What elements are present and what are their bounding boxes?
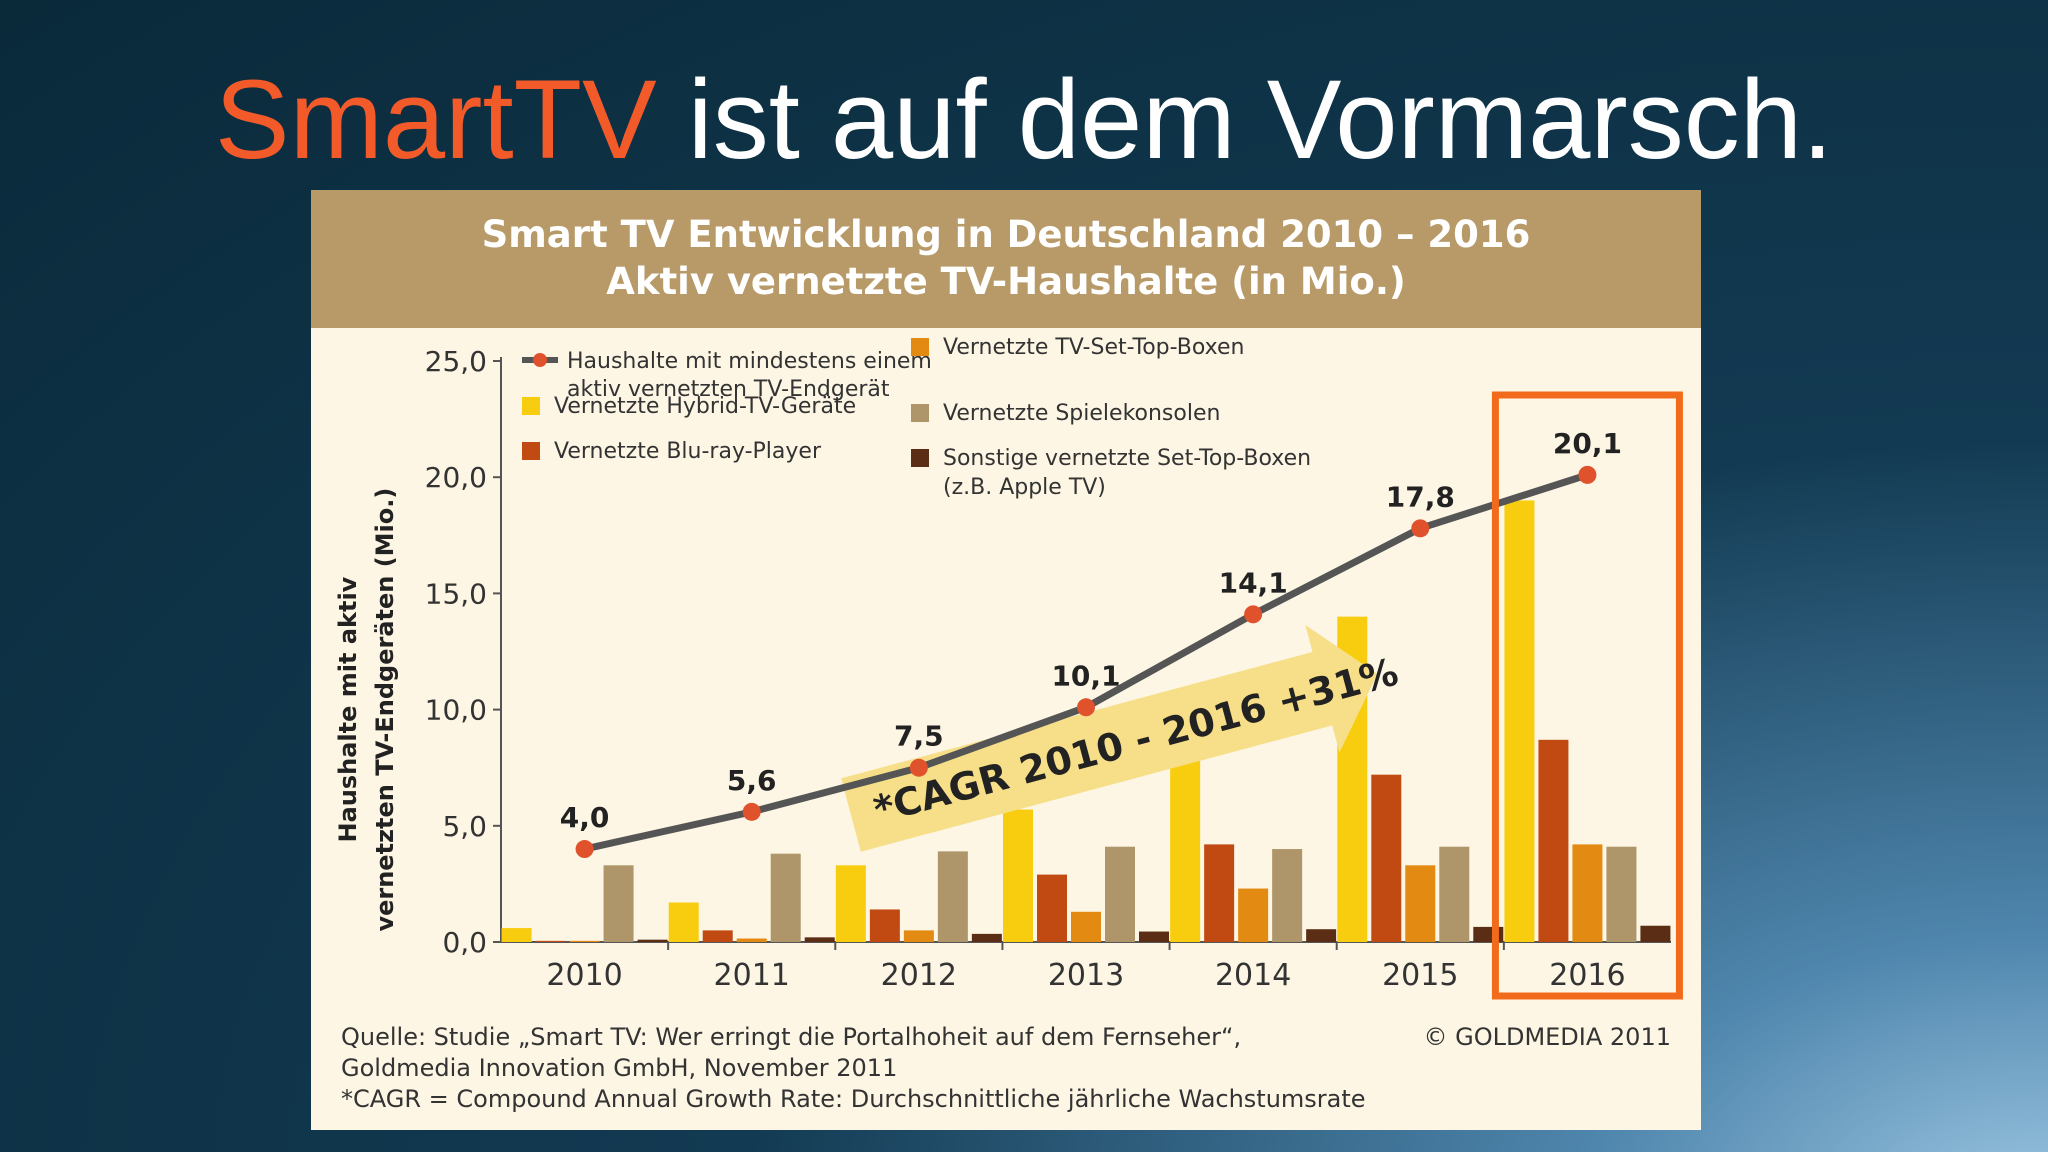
legend-swatch xyxy=(911,404,929,422)
bar xyxy=(1071,911,1101,942)
bar xyxy=(1139,931,1169,942)
bar xyxy=(1504,500,1535,942)
slide-title-accent: SmartTV xyxy=(214,57,657,182)
bar xyxy=(637,939,668,942)
bar xyxy=(1606,846,1637,942)
chart-title: Smart TV Entwicklung in Deutschland 2010… xyxy=(481,213,1531,256)
bar xyxy=(569,940,600,942)
y-tick-label: 5,0 xyxy=(442,810,487,843)
trend-value-label: 5,6 xyxy=(727,764,777,797)
x-tick-label: 2015 xyxy=(1382,958,1458,993)
bar xyxy=(1105,846,1135,942)
bar xyxy=(1204,844,1235,942)
legend-label: Sonstige vernetzte Set-Top-Boxen xyxy=(943,446,1311,471)
chart-plot: Haushalte mit aktiv vernetzten TV-Endgerä… xyxy=(334,335,1683,1000)
footer-source-line1: Quelle: Studie „Smart TV: Wer erringt di… xyxy=(341,1023,1242,1051)
bar xyxy=(535,940,566,942)
trend-point xyxy=(742,802,761,821)
bar xyxy=(1572,844,1603,942)
bar xyxy=(971,933,1002,942)
chart-card: Smart TV Entwicklung in Deutschland 2010… xyxy=(311,190,1701,1130)
highlight-box-2016 xyxy=(1491,391,1683,1000)
bar xyxy=(668,902,699,942)
chart-header: Smart TV Entwicklung in Deutschland 2010… xyxy=(311,190,1701,328)
x-tick-label: 2014 xyxy=(1215,958,1291,993)
cagr-arrow-shape xyxy=(841,624,1378,852)
bar xyxy=(1306,929,1337,942)
legend-swatch xyxy=(522,442,540,460)
legend-label: Vernetzte Blu-ray-Player xyxy=(554,439,822,464)
bar xyxy=(501,928,532,942)
footer-cagr-note: *CAGR = Compound Annual Growth Rate: Dur… xyxy=(341,1085,1366,1113)
chart-subtitle: Aktiv vernetzte TV-Haushalte (in Mio.) xyxy=(606,260,1406,303)
trend-point xyxy=(575,840,594,859)
bar xyxy=(1037,874,1067,942)
legend-label: Vernetzte Spielekonsolen xyxy=(943,401,1220,426)
legend-label: Haushalte mit mindestens einem xyxy=(567,349,932,374)
x-tick-label: 2012 xyxy=(881,958,957,993)
trend-point xyxy=(1244,605,1263,624)
trend-point xyxy=(1411,519,1430,538)
bar xyxy=(770,853,801,942)
legend-label: aktiv vernetzten TV-Endgerät xyxy=(567,377,890,402)
y-tick-label: 0,0 xyxy=(442,926,487,959)
bar xyxy=(1238,888,1269,942)
x-tick-label: 2011 xyxy=(714,958,790,993)
bar xyxy=(1003,809,1033,942)
y-tick-label: 15,0 xyxy=(425,577,487,610)
y-tick-label: 10,0 xyxy=(425,694,487,727)
legend-label: (z.B. Apple TV) xyxy=(943,475,1106,500)
bar xyxy=(804,937,835,942)
bar xyxy=(736,938,767,942)
footer-source-line2: Goldmedia Innovation GmbH, November 2011 xyxy=(341,1054,898,1082)
bar xyxy=(1640,925,1671,942)
bar xyxy=(869,909,900,942)
bar xyxy=(937,851,968,942)
x-tick-label: 2016 xyxy=(1549,958,1625,993)
x-tick-label: 2010 xyxy=(546,958,622,993)
trend-value-label: 7,5 xyxy=(894,720,944,753)
bar xyxy=(603,865,634,942)
slide-title-rest: ist auf dem Vormarsch. xyxy=(656,57,1834,182)
trend-point xyxy=(1077,698,1095,717)
trend-value-label: 4,0 xyxy=(560,801,610,834)
bar xyxy=(903,930,934,942)
trend-value-label: 17,8 xyxy=(1386,480,1455,513)
copyright: © GOLDMEDIA 2011 xyxy=(1423,1023,1671,1051)
trend-value-label: 14,1 xyxy=(1219,566,1288,599)
bar xyxy=(1371,774,1402,942)
y-axis-label-line2: vernetzten TV-Endgeräten (Mio.) xyxy=(371,488,399,932)
y-axis-label-line1: Haushalte mit aktiv xyxy=(334,576,362,842)
bar xyxy=(835,865,866,942)
legend-label: Vernetzte TV-Set-Top-Boxen xyxy=(943,335,1245,360)
slide-title: SmartTV ist auf dem Vormarsch. xyxy=(0,55,2048,185)
bar xyxy=(1272,849,1303,942)
legend-line-marker xyxy=(533,353,547,367)
bar xyxy=(1405,865,1436,942)
legend-swatch xyxy=(911,449,929,467)
bar xyxy=(702,930,733,942)
legend-swatch xyxy=(522,397,540,415)
trend-point xyxy=(909,758,928,777)
legend-label: Vernetzte Hybrid-TV-Geräte xyxy=(554,394,856,419)
x-tick-label: 2013 xyxy=(1048,958,1124,993)
trend-value-label: 20,1 xyxy=(1553,427,1622,460)
legend-swatch xyxy=(911,338,929,356)
y-tick-label: 20,0 xyxy=(425,461,487,494)
bar xyxy=(1439,846,1470,942)
trend-value-label: 10,1 xyxy=(1051,659,1120,692)
y-tick-label: 25,0 xyxy=(425,345,487,378)
bar xyxy=(1538,739,1569,942)
trend-point xyxy=(1578,465,1597,484)
